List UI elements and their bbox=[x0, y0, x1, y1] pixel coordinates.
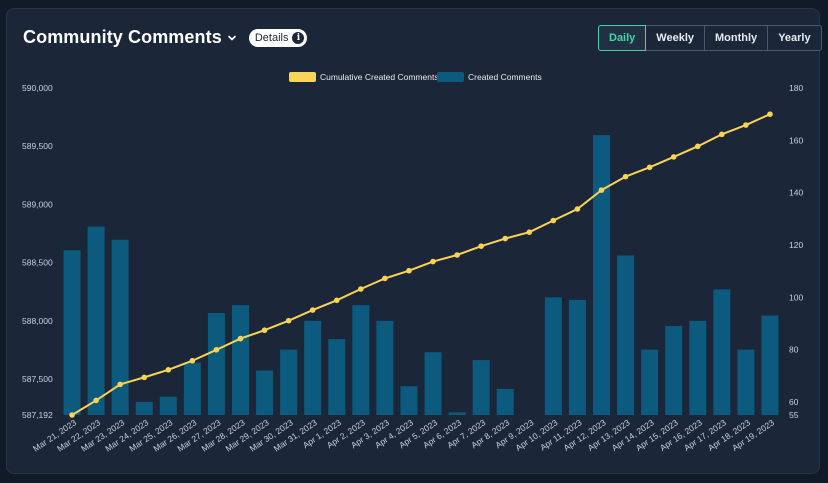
bar[interactable] bbox=[256, 370, 274, 415]
details-button[interactable]: Details i bbox=[248, 28, 308, 47]
right-tick-label: 120 bbox=[789, 240, 803, 250]
bar[interactable] bbox=[400, 386, 418, 415]
bar[interactable] bbox=[761, 315, 779, 415]
bar[interactable] bbox=[544, 297, 562, 415]
right-tick-label: 80 bbox=[789, 345, 799, 355]
left-tick-label: 589,000 bbox=[22, 199, 53, 209]
bar[interactable] bbox=[376, 320, 394, 415]
period-tabs: Daily Weekly Monthly Yearly bbox=[598, 25, 822, 51]
left-tick-label: 588,500 bbox=[22, 258, 53, 268]
line-point[interactable] bbox=[526, 229, 533, 235]
line-point[interactable] bbox=[93, 397, 99, 404]
right-tick-label: 100 bbox=[789, 292, 803, 302]
line-point[interactable] bbox=[502, 235, 509, 242]
right-tick-label: 180 bbox=[789, 83, 803, 93]
line-point[interactable] bbox=[141, 374, 148, 381]
bar[interactable] bbox=[135, 401, 153, 415]
bar[interactable] bbox=[328, 339, 346, 415]
left-tick-label: 590,000 bbox=[22, 83, 53, 93]
line-point[interactable] bbox=[309, 307, 316, 313]
bar[interactable] bbox=[232, 305, 249, 415]
line-point[interactable] bbox=[454, 252, 460, 258]
line-point[interactable] bbox=[189, 357, 196, 364]
line-point[interactable] bbox=[550, 217, 557, 224]
bar[interactable] bbox=[448, 412, 466, 415]
left-tick-label: 589,500 bbox=[22, 141, 53, 151]
legend-swatch-cumulative[interactable] bbox=[289, 72, 316, 82]
line-point[interactable] bbox=[478, 243, 484, 249]
line-point[interactable] bbox=[213, 346, 220, 353]
bar[interactable] bbox=[737, 349, 755, 415]
right-axis: 55 60 80 100 120 140 160 180 bbox=[789, 83, 803, 420]
line-point[interactable] bbox=[285, 317, 292, 324]
line-point[interactable] bbox=[237, 335, 244, 342]
line-series bbox=[69, 111, 773, 418]
line-point[interactable] bbox=[574, 206, 581, 212]
legend-label-cumulative[interactable]: Cumulative Created Comments bbox=[320, 72, 439, 82]
bar[interactable] bbox=[641, 349, 659, 415]
bar[interactable] bbox=[63, 250, 81, 415]
line-point[interactable] bbox=[767, 111, 773, 118]
line-point[interactable] bbox=[165, 367, 172, 373]
line-point[interactable] bbox=[743, 122, 749, 128]
bar[interactable] bbox=[472, 360, 490, 415]
bar-series bbox=[63, 135, 779, 415]
legend-label-created[interactable]: Created Comments bbox=[468, 72, 542, 82]
line-point[interactable] bbox=[694, 143, 701, 150]
line-point[interactable] bbox=[622, 173, 629, 180]
title-row: Community Comments Details i bbox=[23, 27, 308, 48]
bar[interactable] bbox=[304, 320, 322, 415]
line-point[interactable] bbox=[598, 187, 605, 193]
line-point[interactable] bbox=[261, 327, 268, 334]
left-axis: 587,192 587,500 588,000 588,500 589,000 589,5… bbox=[22, 83, 53, 420]
right-tick-label: 160 bbox=[789, 135, 803, 145]
line-point[interactable] bbox=[69, 412, 75, 418]
bar[interactable] bbox=[352, 305, 370, 415]
bar[interactable] bbox=[159, 396, 177, 415]
line-point[interactable] bbox=[333, 297, 340, 304]
chevron-down-icon[interactable] bbox=[227, 33, 237, 43]
bar[interactable] bbox=[183, 362, 201, 415]
line-point[interactable] bbox=[382, 275, 388, 282]
bar[interactable] bbox=[111, 239, 129, 415]
line-point[interactable] bbox=[719, 131, 725, 138]
bar[interactable] bbox=[617, 255, 635, 415]
tab-yearly[interactable]: Yearly bbox=[767, 25, 822, 51]
line-point[interactable] bbox=[430, 258, 436, 265]
left-tick-label: 587,500 bbox=[22, 374, 53, 384]
line-point[interactable] bbox=[358, 286, 364, 292]
legend-swatch-created[interactable] bbox=[437, 72, 464, 82]
right-tick-label: 140 bbox=[789, 188, 803, 198]
bar[interactable] bbox=[713, 289, 731, 415]
bar[interactable] bbox=[496, 388, 514, 415]
series-line bbox=[71, 113, 771, 416]
right-tick-label: 55 bbox=[789, 410, 799, 420]
line-point[interactable] bbox=[117, 381, 123, 388]
info-icon: i bbox=[292, 31, 305, 44]
right-tick-label: 60 bbox=[789, 397, 799, 407]
bar[interactable] bbox=[280, 349, 298, 415]
bar[interactable] bbox=[665, 326, 683, 415]
left-tick-label: 588,000 bbox=[22, 316, 53, 326]
legend: Cumulative Created Comments Created Comm… bbox=[289, 72, 542, 82]
line-point[interactable] bbox=[646, 164, 653, 171]
bar[interactable] bbox=[207, 312, 225, 415]
bar[interactable] bbox=[689, 320, 707, 415]
bar[interactable] bbox=[568, 299, 586, 415]
left-tick-label: 587,192 bbox=[22, 410, 53, 420]
bar[interactable] bbox=[424, 352, 442, 415]
tab-daily[interactable]: Daily bbox=[598, 25, 647, 51]
bar[interactable] bbox=[87, 226, 105, 415]
details-label: Details bbox=[254, 31, 289, 44]
tab-monthly[interactable]: Monthly bbox=[704, 25, 769, 51]
line-point[interactable] bbox=[406, 267, 412, 274]
bar[interactable] bbox=[593, 135, 610, 415]
page-title[interactable]: Community Comments bbox=[23, 27, 222, 47]
line-point[interactable] bbox=[670, 154, 677, 160]
